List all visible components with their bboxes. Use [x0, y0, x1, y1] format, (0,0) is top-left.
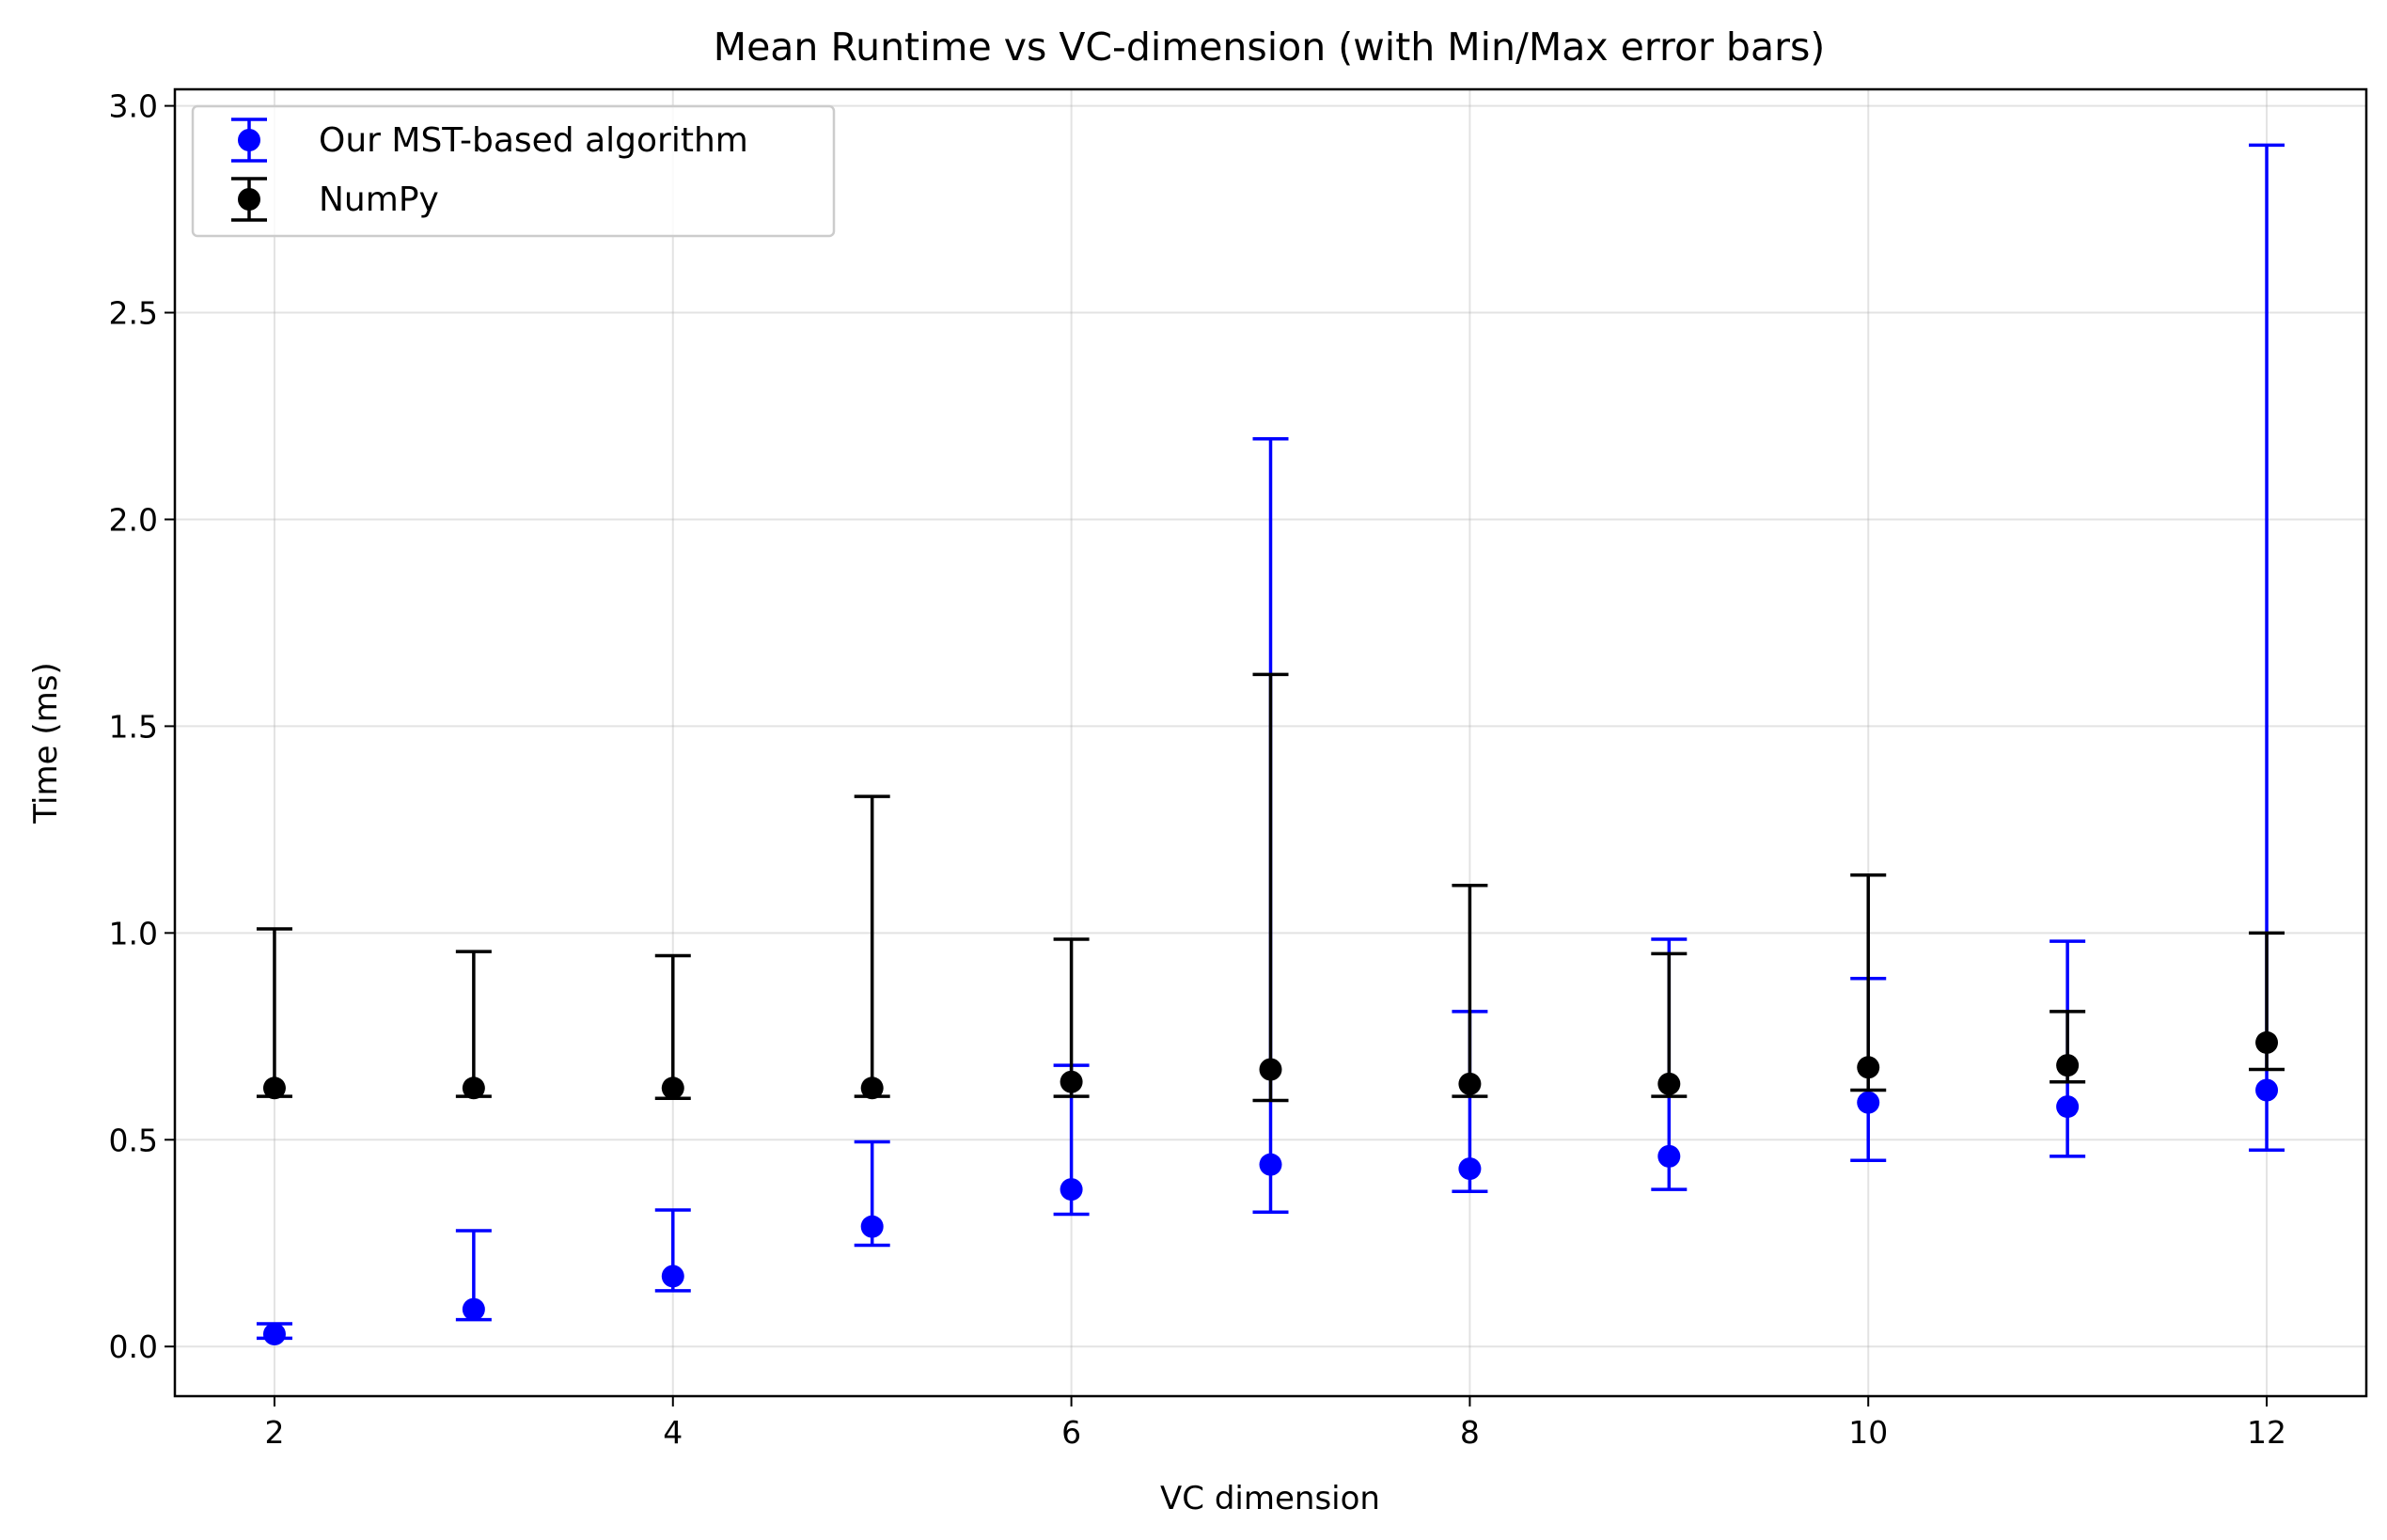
- plot-area-frame: [173, 87, 2368, 1398]
- y-tick-label: 0.5: [109, 1122, 158, 1158]
- mean-point: [1259, 1153, 1282, 1176]
- chart-title: Mean Runtime vs VC-dimension (with Min/M…: [714, 24, 1826, 70]
- mean-point: [860, 1215, 884, 1238]
- mean-point: [1259, 1058, 1282, 1081]
- mean-point: [1657, 1144, 1681, 1168]
- x-tick-label: 12: [2247, 1414, 2286, 1451]
- x-tick-label: 10: [1848, 1414, 1888, 1451]
- legend-frame: [191, 104, 836, 238]
- mean-point: [462, 1297, 485, 1321]
- x-tick-label: 8: [1460, 1414, 1480, 1451]
- y-tick-label: 2.5: [109, 295, 158, 332]
- mean-point: [2255, 1030, 2279, 1054]
- mean-point: [1060, 1178, 1083, 1202]
- x-tick-label: 4: [663, 1414, 683, 1451]
- y-tick-label: 1.5: [109, 708, 158, 745]
- axis-ticks: 2 4 6 8 10 12 0.0 0.5 1.0 1.5 2.0 2.5 3.0: [109, 88, 2287, 1451]
- mean-point: [1458, 1157, 1482, 1181]
- legend-marker-mst: [231, 118, 267, 163]
- mean-point: [1857, 1056, 1880, 1079]
- mean-point: [860, 1076, 884, 1100]
- mean-point: [262, 1076, 286, 1100]
- legend-label-mst: Our MST-based algorithm: [319, 121, 748, 160]
- mean-point: [661, 1076, 684, 1100]
- legend-marker-numpy: [231, 177, 267, 222]
- x-tick-label: 2: [264, 1414, 284, 1451]
- x-tick-label: 6: [1061, 1414, 1081, 1451]
- mean-point: [1060, 1070, 1083, 1093]
- mean-point: [661, 1265, 684, 1288]
- mean-point: [262, 1323, 286, 1346]
- mean-point: [2056, 1095, 2080, 1119]
- legend-point: [238, 129, 260, 151]
- series-numpy: [256, 672, 2285, 1103]
- x-axis-label: VC dimension: [1160, 1480, 1380, 1517]
- mean-point: [1857, 1091, 1880, 1114]
- mean-point: [2056, 1054, 2080, 1077]
- mean-point: [2255, 1078, 2279, 1102]
- legend-label-numpy: NumPy: [319, 181, 439, 219]
- y-tick-label: 0.0: [109, 1328, 158, 1365]
- y-tick-label: 1.0: [109, 915, 158, 951]
- mean-point: [1657, 1072, 1681, 1095]
- mean-point: [462, 1076, 485, 1100]
- y-tick-label: 3.0: [109, 88, 158, 125]
- data-series: [256, 143, 2285, 1346]
- y-tick-label: 2.0: [109, 501, 158, 538]
- legend: Our MST-based algorithm NumPy: [191, 104, 836, 238]
- y-axis-label: Time (ms): [27, 662, 65, 824]
- mean-point: [1458, 1072, 1482, 1095]
- legend-point: [238, 188, 260, 211]
